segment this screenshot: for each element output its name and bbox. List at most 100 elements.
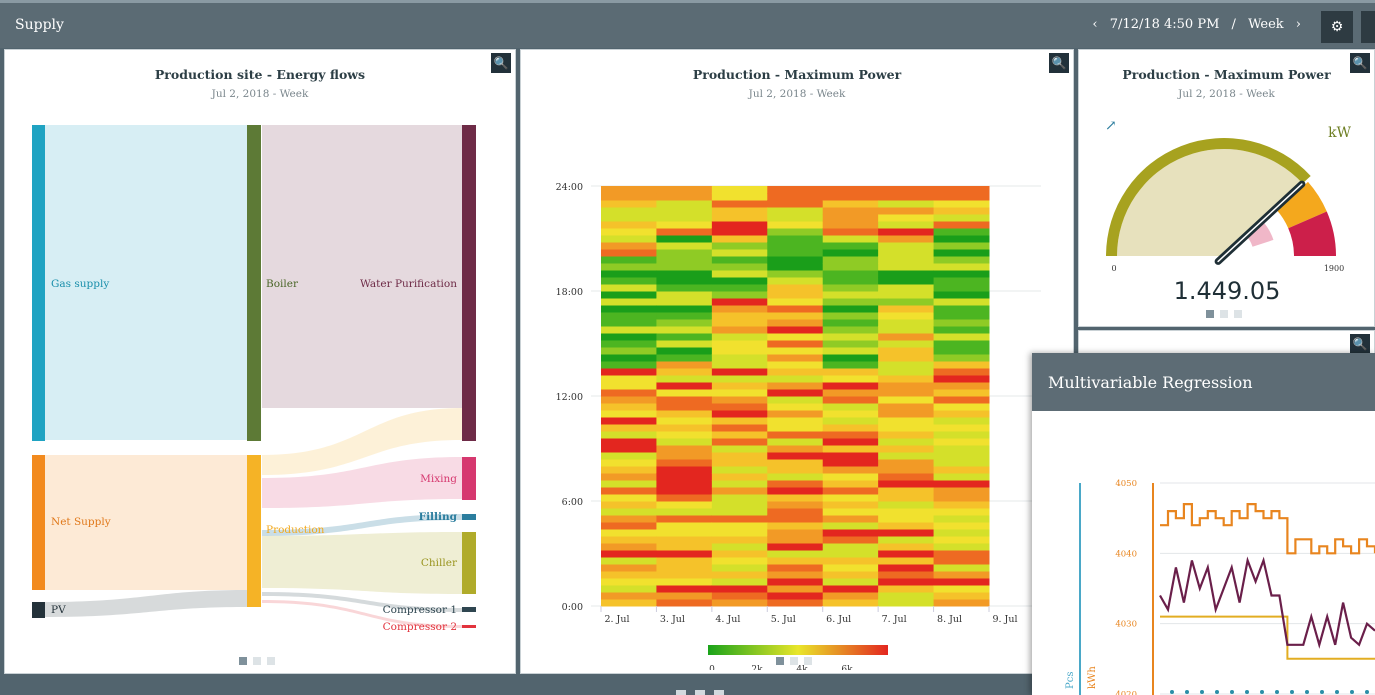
heatmap-cell[interactable] (711, 557, 768, 565)
heatmap-cell[interactable] (711, 466, 768, 474)
heatmap-cell[interactable] (933, 599, 990, 607)
page-dot[interactable] (790, 657, 798, 665)
heatmap-cell[interactable] (767, 235, 824, 243)
heatmap-cell[interactable] (656, 270, 713, 278)
heatmap-cell[interactable] (656, 340, 713, 348)
heatmap-cell[interactable] (822, 592, 879, 600)
heatmap-cell[interactable] (767, 368, 824, 376)
heatmap-cell[interactable] (878, 473, 935, 481)
heatmap-cell[interactable] (933, 424, 990, 432)
heatmap-cell[interactable] (656, 228, 713, 236)
heatmap-cell[interactable] (711, 424, 768, 432)
heatmap-cell[interactable] (767, 522, 824, 530)
heatmap-cell[interactable] (878, 487, 935, 495)
heatmap-cell[interactable] (601, 235, 657, 243)
heatmap-cell[interactable] (601, 564, 657, 572)
heatmap-cell[interactable] (711, 340, 768, 348)
heatmap-cell[interactable] (711, 599, 768, 607)
heatmap-cell[interactable] (822, 536, 879, 544)
heatmap-cell[interactable] (822, 249, 879, 257)
heatmap-cell[interactable] (933, 585, 990, 593)
heatmap-cell[interactable] (767, 424, 824, 432)
heatmap-cell[interactable] (767, 242, 824, 250)
heatmap-cell[interactable] (822, 396, 879, 404)
heatmap-cell[interactable] (656, 557, 713, 565)
period-selector[interactable]: Week (1248, 17, 1284, 32)
heatmap-cell[interactable] (601, 263, 657, 271)
node-compressor-1[interactable] (462, 607, 476, 612)
heatmap-cell[interactable] (711, 522, 768, 530)
heatmap-cell[interactable] (767, 277, 824, 285)
heatmap-cell[interactable] (933, 550, 990, 558)
heatmap-cell[interactable] (601, 242, 657, 250)
heatmap-cell[interactable] (878, 312, 935, 320)
heatmap-cell[interactable] (656, 221, 713, 229)
heatmap-cell[interactable] (711, 186, 768, 194)
heatmap-cell[interactable] (656, 256, 713, 264)
zoom-button[interactable]: 🔍 (1049, 53, 1069, 73)
heatmap-cell[interactable] (878, 431, 935, 439)
heatmap-cell[interactable] (933, 382, 990, 390)
heatmap-cell[interactable] (601, 256, 657, 264)
heatmap-cell[interactable] (822, 564, 879, 572)
heatmap-cell[interactable] (656, 382, 713, 390)
heatmap-cell[interactable] (878, 340, 935, 348)
heatmap-cell[interactable] (601, 459, 657, 467)
heatmap-cell[interactable] (933, 368, 990, 376)
heatmap-cell[interactable] (656, 445, 713, 453)
heatmap-cell[interactable] (933, 312, 990, 320)
heatmap-cell[interactable] (711, 550, 768, 558)
heatmap-cell[interactable] (601, 200, 657, 208)
heatmap-cell[interactable] (601, 221, 657, 229)
heatmap-cell[interactable] (933, 284, 990, 292)
heatmap-cell[interactable] (822, 242, 879, 250)
page-dot[interactable] (253, 657, 261, 665)
heatmap-cell[interactable] (822, 361, 879, 369)
heatmap-cell[interactable] (878, 200, 935, 208)
node-chiller[interactable] (462, 532, 476, 594)
heatmap-cell[interactable] (878, 235, 935, 243)
heatmap-cell[interactable] (711, 249, 768, 257)
heatmap-cell[interactable] (767, 326, 824, 334)
heatmap-cell[interactable] (933, 221, 990, 229)
heatmap-cell[interactable] (933, 298, 990, 306)
heatmap-cell[interactable] (656, 207, 713, 215)
heatmap-cell[interactable] (933, 375, 990, 383)
heatmap-cell[interactable] (711, 305, 768, 313)
heatmap-cell[interactable] (822, 186, 879, 194)
heatmap-cell[interactable] (601, 214, 657, 222)
heatmap-cell[interactable] (711, 564, 768, 572)
heatmap-cell[interactable] (822, 354, 879, 362)
heatmap-cell[interactable] (878, 207, 935, 215)
heatmap-cell[interactable] (933, 326, 990, 334)
heatmap-cell[interactable] (601, 375, 657, 383)
heatmap-cell[interactable] (656, 326, 713, 334)
heatmap-cell[interactable] (656, 438, 713, 446)
heatmap-cell[interactable] (601, 305, 657, 313)
heatmap-cell[interactable] (878, 515, 935, 523)
heatmap-cell[interactable] (601, 480, 657, 488)
heatmap-cell[interactable] (878, 326, 935, 334)
heatmap-cell[interactable] (711, 235, 768, 243)
heatmap-cell[interactable] (767, 347, 824, 355)
heatmap-cell[interactable] (711, 459, 768, 467)
heatmap-cell[interactable] (711, 263, 768, 271)
heatmap-cell[interactable] (656, 424, 713, 432)
heatmap-cell[interactable] (711, 592, 768, 600)
heatmap-cell[interactable] (767, 494, 824, 502)
heatmap-cell[interactable] (878, 571, 935, 579)
heatmap-cell[interactable] (767, 466, 824, 474)
heatmap-cell[interactable] (878, 410, 935, 418)
page-dot[interactable] (239, 657, 247, 665)
heatmap-cell[interactable] (822, 466, 879, 474)
heatmap-cell[interactable] (822, 312, 879, 320)
heatmap-cell[interactable] (822, 375, 879, 383)
heatmap-cell[interactable] (656, 200, 713, 208)
heatmap-cell[interactable] (656, 564, 713, 572)
heatmap-cell[interactable] (767, 473, 824, 481)
node-water-purification[interactable] (462, 125, 476, 441)
heatmap-cell[interactable] (878, 298, 935, 306)
heatmap-cell[interactable] (822, 522, 879, 530)
heatmap-cell[interactable] (767, 452, 824, 460)
heatmap-cell[interactable] (601, 431, 657, 439)
